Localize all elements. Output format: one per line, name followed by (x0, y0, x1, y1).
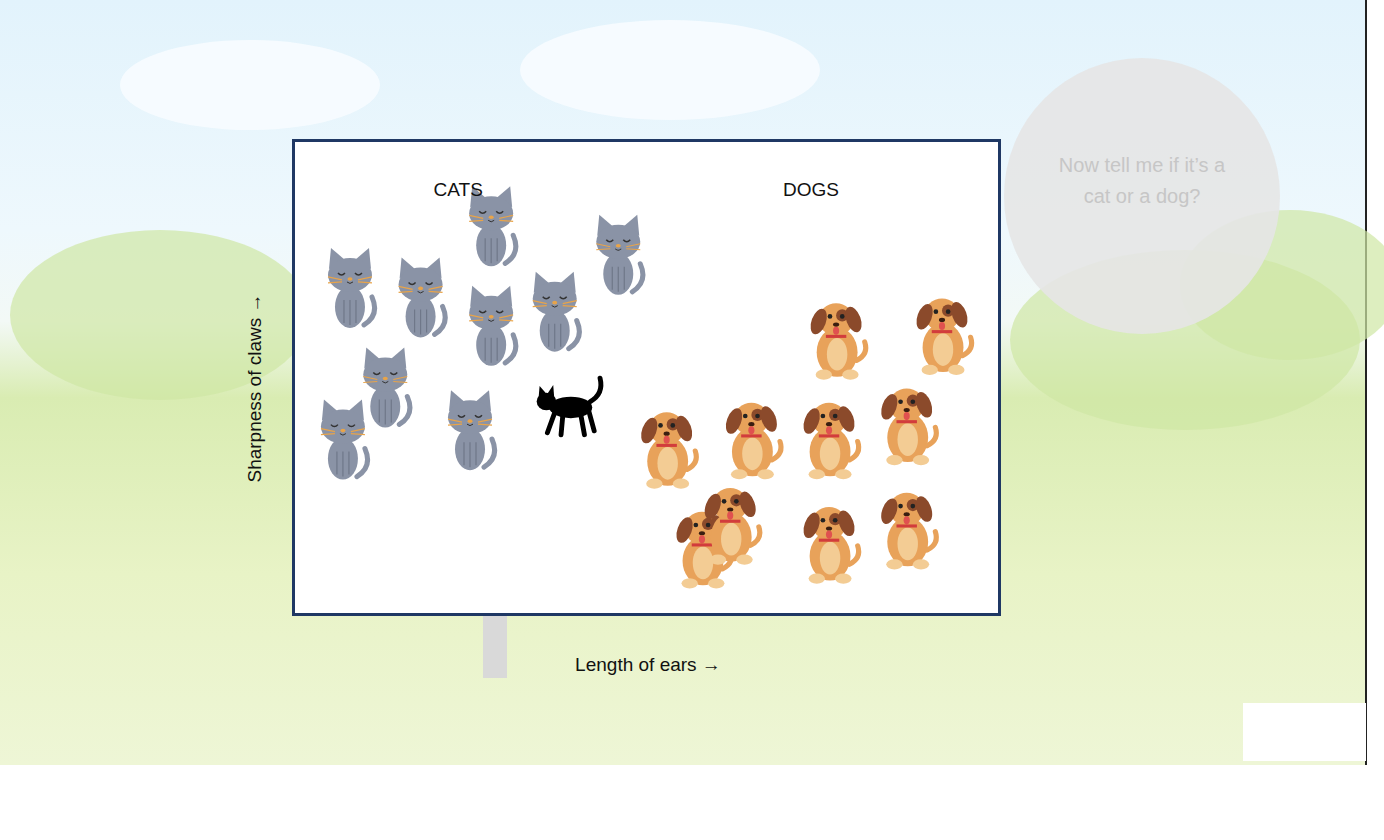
html-text:Sharpness of claws →: Sharpness of claws → (244, 293, 265, 483)
html-text:Length of ears →: Length of ears → (575, 654, 721, 675)
svg-text:CATS: CATS (434, 179, 483, 200)
svg-text:DOGS: DOGS (783, 179, 839, 200)
html-text:Now tell me if it’s a cat or a: Now tell me if it’s a cat or a dog? (1058, 154, 1226, 207)
